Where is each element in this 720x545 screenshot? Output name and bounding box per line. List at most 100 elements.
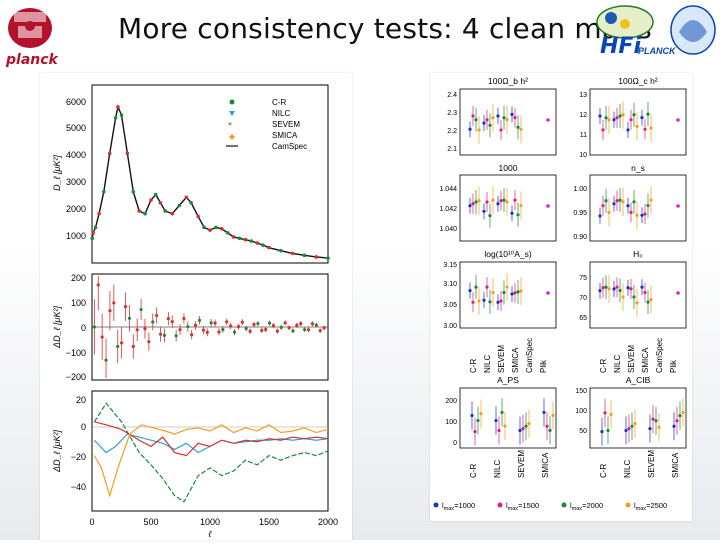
residual-point xyxy=(287,326,291,330)
ps-data-point xyxy=(177,203,182,208)
param-point xyxy=(491,116,495,120)
cat-lower-right-smica: SMICA xyxy=(671,452,680,478)
ps-data-point xyxy=(267,245,271,250)
residual-point xyxy=(116,344,120,349)
oc-tick-13: 13 xyxy=(579,92,587,99)
param-point xyxy=(502,116,506,120)
parameter-figure: 100Ω_b h² 100Ω_c h² 1000 n_s log(10¹⁰A_s… xyxy=(430,73,692,521)
param-point xyxy=(471,114,475,118)
param-point xyxy=(485,118,489,122)
plik-point xyxy=(546,204,550,208)
as-tick-315: 3.15 xyxy=(443,262,457,269)
param-point xyxy=(510,112,514,116)
ns-tick-100: 1.00 xyxy=(573,186,587,193)
aps-tick-100: 100 xyxy=(445,419,457,426)
param-point xyxy=(477,128,481,132)
h0-tick-70: 70 xyxy=(579,295,587,302)
plik-point xyxy=(546,118,550,122)
param-point xyxy=(598,114,602,118)
param-point xyxy=(496,202,500,206)
residual-point xyxy=(135,328,139,332)
legend-lmax-2500: lmax=2500 xyxy=(634,501,667,512)
top-y-ticks: 6000 5000 4000 3000 2000 1000 xyxy=(66,97,86,241)
residual-point xyxy=(318,329,322,333)
residual-point xyxy=(264,327,268,332)
param-point xyxy=(516,290,520,294)
residual-point xyxy=(197,318,202,322)
residual-point xyxy=(194,323,198,327)
param-point xyxy=(643,127,647,131)
param-point xyxy=(505,118,509,122)
residual-point xyxy=(303,327,307,332)
difference-lines xyxy=(93,402,329,503)
param-point xyxy=(633,421,637,426)
xtick-1500: 1500 xyxy=(259,517,279,527)
residual-point xyxy=(240,320,244,324)
sub-label-theta: 1000 xyxy=(499,163,518,173)
param-point xyxy=(473,430,477,434)
param-point xyxy=(604,199,608,203)
param-point xyxy=(601,204,605,208)
ps-data-point xyxy=(189,200,193,205)
residual-point xyxy=(209,321,213,325)
param-point xyxy=(521,427,525,431)
ps-data-point xyxy=(116,105,120,109)
residual-point xyxy=(271,323,276,328)
param-point xyxy=(606,428,610,433)
ps-data-point xyxy=(143,211,147,216)
param-point xyxy=(496,114,500,118)
residual-point xyxy=(225,320,229,324)
param-point xyxy=(632,113,636,117)
residual-point xyxy=(260,328,264,332)
top-ytick-3000: 3000 xyxy=(66,177,86,187)
param-point xyxy=(510,292,514,296)
ns-tick-095: 0.95 xyxy=(573,210,587,217)
param-point xyxy=(657,425,661,429)
param-point xyxy=(545,424,549,428)
param-point xyxy=(624,428,628,433)
residual-point xyxy=(92,325,96,329)
ps-data-point xyxy=(113,116,118,120)
cat-upper-left-cr: C-R xyxy=(469,359,478,373)
param-point xyxy=(505,285,509,289)
xtick-2000: 2000 xyxy=(318,517,338,527)
legend-nilc: NILC xyxy=(272,109,290,118)
cat-lower-left-smica: SMICA xyxy=(541,452,550,478)
ps-data-point xyxy=(119,113,124,117)
sub-label-as: log(10¹⁰A_s) xyxy=(484,249,532,259)
residual-point xyxy=(174,334,178,338)
residual-point xyxy=(221,327,225,332)
residual-point xyxy=(236,325,241,329)
legend-camspec: CamSpec xyxy=(272,142,307,151)
param-point xyxy=(615,199,619,203)
ob-tick-24: 2.4 xyxy=(447,92,457,99)
param-point xyxy=(640,285,644,289)
residual-point xyxy=(229,324,233,328)
param-point xyxy=(470,413,474,418)
residual-points xyxy=(92,276,326,378)
param-point xyxy=(485,285,489,289)
param-point xyxy=(675,419,679,423)
ps-data-point xyxy=(170,211,175,216)
param-point xyxy=(640,116,644,120)
residual-point xyxy=(155,313,159,318)
power-spectrum-curve xyxy=(91,104,329,259)
param-point xyxy=(649,198,653,202)
param-point xyxy=(496,300,500,304)
bottom-ylabel: ΔD_ℓ [μK²] xyxy=(52,430,62,473)
param-point xyxy=(618,198,622,202)
ps-data-point xyxy=(102,190,106,194)
bottom-y-ticks: 20 0 −20 −40 xyxy=(71,395,86,492)
param-point xyxy=(632,295,636,299)
slide-title: More consistency tests: 4 clean maps xyxy=(118,12,652,45)
top-ylabel: D_ℓ [μK²] xyxy=(52,155,62,191)
sub-frame-as xyxy=(459,261,557,329)
param-point xyxy=(471,202,475,206)
residual-point xyxy=(104,358,108,362)
param-point xyxy=(607,210,611,215)
legend-lmax-1500: lmax=1500 xyxy=(506,501,539,512)
bot-ytick-20: 20 xyxy=(76,395,86,405)
ps-data-point xyxy=(326,256,330,260)
param-point xyxy=(626,286,630,290)
param-point xyxy=(615,285,619,289)
